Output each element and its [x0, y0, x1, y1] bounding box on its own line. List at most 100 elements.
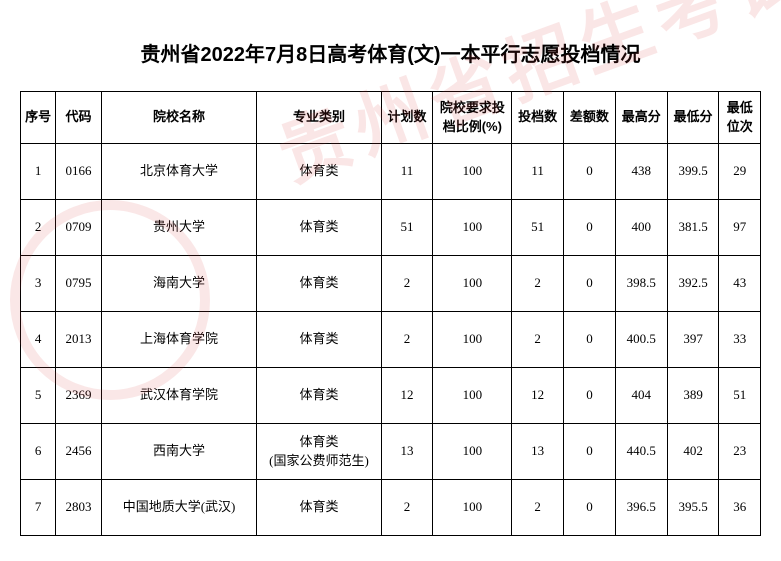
cell-major: 体育类 — [257, 368, 381, 424]
cell-min: 392.5 — [667, 256, 719, 312]
table-row: 62456西南大学体育类(国家公费师范生)13100130440.540223 — [21, 424, 761, 480]
cell-rank: 29 — [719, 144, 761, 200]
cell-rank: 23 — [719, 424, 761, 480]
cell-ratio: 100 — [433, 200, 512, 256]
col-header-sub: 投档数 — [512, 92, 564, 144]
col-header-idx: 序号 — [21, 92, 56, 144]
table-row: 72803中国地质大学(武汉)体育类210020396.5395.536 — [21, 480, 761, 536]
cell-max: 398.5 — [615, 256, 667, 312]
cell-rank: 36 — [719, 480, 761, 536]
cell-code: 0795 — [56, 256, 102, 312]
cell-max: 440.5 — [615, 424, 667, 480]
cell-rank: 33 — [719, 312, 761, 368]
cell-ratio: 100 — [433, 480, 512, 536]
cell-diff: 0 — [564, 144, 616, 200]
table-row: 10166北京体育大学体育类11100110438399.529 — [21, 144, 761, 200]
page-title: 贵州省2022年7月8日高考体育(文)一本平行志愿投档情况 — [0, 0, 781, 91]
table-row: 42013上海体育学院体育类210020400.539733 — [21, 312, 761, 368]
cell-diff: 0 — [564, 368, 616, 424]
cell-rank: 51 — [719, 368, 761, 424]
cell-plan: 51 — [381, 200, 433, 256]
cell-ratio: 100 — [433, 424, 512, 480]
cell-major: 体育类 — [257, 144, 381, 200]
cell-max: 400 — [615, 200, 667, 256]
table-body: 10166北京体育大学体育类11100110438399.52920709贵州大… — [21, 144, 761, 536]
cell-ratio: 100 — [433, 256, 512, 312]
col-header-min: 最低分 — [667, 92, 719, 144]
cell-sub: 2 — [512, 256, 564, 312]
cell-min: 402 — [667, 424, 719, 480]
cell-max: 396.5 — [615, 480, 667, 536]
cell-idx: 3 — [21, 256, 56, 312]
cell-min: 381.5 — [667, 200, 719, 256]
cell-sub: 2 — [512, 480, 564, 536]
cell-diff: 0 — [564, 200, 616, 256]
cell-code: 2456 — [56, 424, 102, 480]
cell-max: 400.5 — [615, 312, 667, 368]
cell-ratio: 100 — [433, 312, 512, 368]
cell-name: 西南大学 — [101, 424, 256, 480]
cell-rank: 97 — [719, 200, 761, 256]
cell-sub: 51 — [512, 200, 564, 256]
cell-name: 北京体育大学 — [101, 144, 256, 200]
cell-sub: 13 — [512, 424, 564, 480]
cell-idx: 5 — [21, 368, 56, 424]
cell-ratio: 100 — [433, 144, 512, 200]
cell-code: 0709 — [56, 200, 102, 256]
cell-name: 上海体育学院 — [101, 312, 256, 368]
cell-diff: 0 — [564, 424, 616, 480]
cell-idx: 7 — [21, 480, 56, 536]
cell-name: 中国地质大学(武汉) — [101, 480, 256, 536]
cell-max: 438 — [615, 144, 667, 200]
table-header-row: 序号 代码 院校名称 专业类别 计划数 院校要求投档比例(%) 投档数 差额数 … — [21, 92, 761, 144]
cell-code: 0166 — [56, 144, 102, 200]
cell-idx: 6 — [21, 424, 56, 480]
cell-major: 体育类 — [257, 480, 381, 536]
cell-plan: 2 — [381, 256, 433, 312]
cell-plan: 2 — [381, 312, 433, 368]
cell-idx: 1 — [21, 144, 56, 200]
admission-table: 序号 代码 院校名称 专业类别 计划数 院校要求投档比例(%) 投档数 差额数 … — [20, 91, 761, 536]
table-container: 序号 代码 院校名称 专业类别 计划数 院校要求投档比例(%) 投档数 差额数 … — [0, 91, 781, 536]
cell-plan: 13 — [381, 424, 433, 480]
col-header-major: 专业类别 — [257, 92, 381, 144]
cell-code: 2013 — [56, 312, 102, 368]
cell-max: 404 — [615, 368, 667, 424]
table-row: 20709贵州大学体育类51100510400381.597 — [21, 200, 761, 256]
cell-idx: 4 — [21, 312, 56, 368]
col-header-rank: 最低位次 — [719, 92, 761, 144]
cell-min: 395.5 — [667, 480, 719, 536]
cell-code: 2369 — [56, 368, 102, 424]
cell-ratio: 100 — [433, 368, 512, 424]
col-header-plan: 计划数 — [381, 92, 433, 144]
cell-plan: 12 — [381, 368, 433, 424]
cell-diff: 0 — [564, 312, 616, 368]
col-header-diff: 差额数 — [564, 92, 616, 144]
cell-name: 武汉体育学院 — [101, 368, 256, 424]
cell-rank: 43 — [719, 256, 761, 312]
col-header-code: 代码 — [56, 92, 102, 144]
cell-name: 海南大学 — [101, 256, 256, 312]
cell-name: 贵州大学 — [101, 200, 256, 256]
cell-diff: 0 — [564, 256, 616, 312]
cell-major: 体育类(国家公费师范生) — [257, 424, 381, 480]
cell-min: 399.5 — [667, 144, 719, 200]
table-row: 52369武汉体育学院体育类1210012040438951 — [21, 368, 761, 424]
col-header-ratio: 院校要求投档比例(%) — [433, 92, 512, 144]
cell-min: 389 — [667, 368, 719, 424]
col-header-name: 院校名称 — [101, 92, 256, 144]
cell-major: 体育类 — [257, 312, 381, 368]
cell-code: 2803 — [56, 480, 102, 536]
cell-plan: 2 — [381, 480, 433, 536]
cell-sub: 2 — [512, 312, 564, 368]
cell-min: 397 — [667, 312, 719, 368]
cell-major: 体育类 — [257, 256, 381, 312]
table-row: 30795海南大学体育类210020398.5392.543 — [21, 256, 761, 312]
cell-idx: 2 — [21, 200, 56, 256]
cell-plan: 11 — [381, 144, 433, 200]
cell-major: 体育类 — [257, 200, 381, 256]
col-header-max: 最高分 — [615, 92, 667, 144]
cell-sub: 11 — [512, 144, 564, 200]
cell-diff: 0 — [564, 480, 616, 536]
cell-sub: 12 — [512, 368, 564, 424]
